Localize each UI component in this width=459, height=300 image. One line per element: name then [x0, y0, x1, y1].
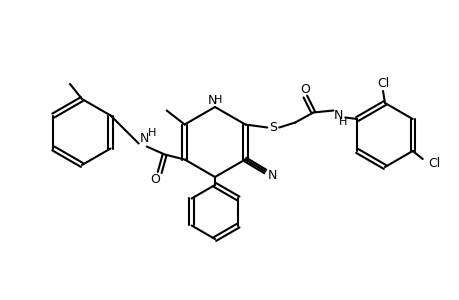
Text: Cl: Cl [428, 157, 440, 169]
Text: N: N [140, 132, 149, 145]
Text: N: N [333, 109, 342, 122]
Text: Cl: Cl [376, 76, 388, 89]
Text: H: H [213, 95, 222, 105]
Text: H: H [338, 116, 347, 127]
Text: N: N [267, 169, 276, 182]
Text: H: H [147, 128, 156, 137]
Text: N: N [207, 94, 216, 106]
Text: O: O [300, 83, 309, 96]
Text: O: O [150, 173, 159, 186]
Text: S: S [269, 121, 277, 134]
